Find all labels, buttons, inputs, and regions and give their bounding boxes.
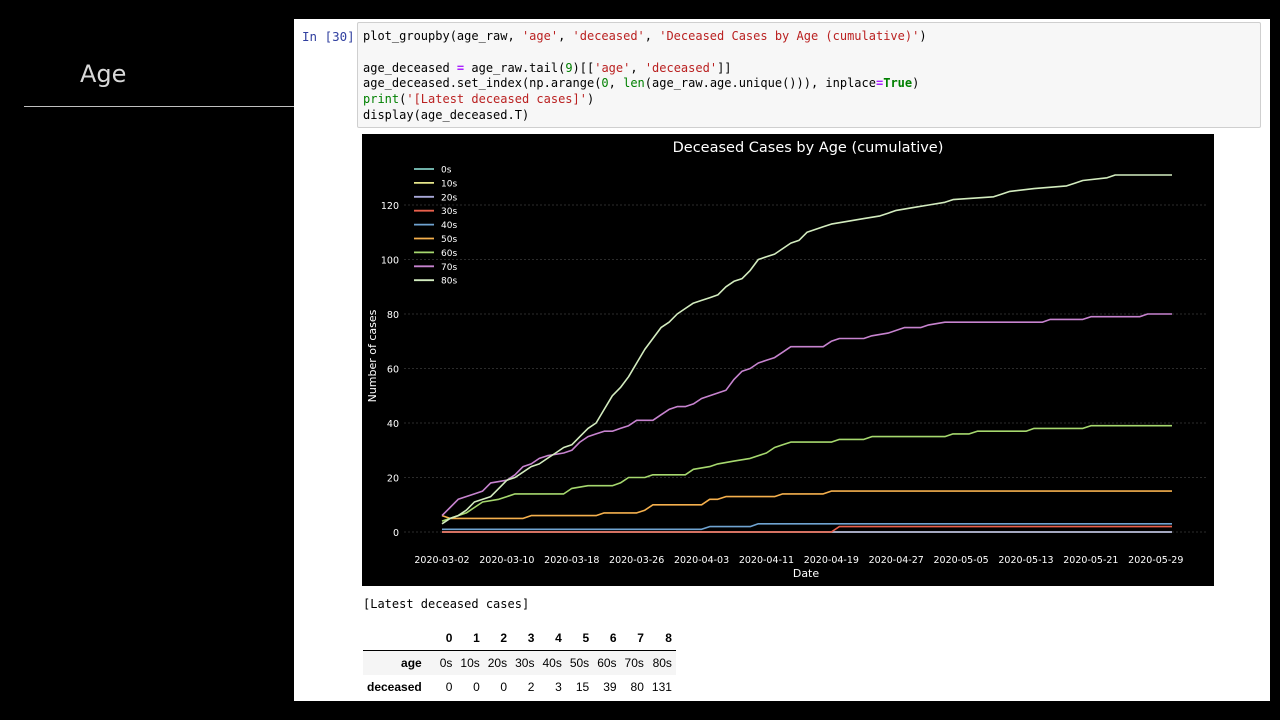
x-tick-label: 2020-04-19 bbox=[804, 555, 859, 566]
y-tick-label: 120 bbox=[381, 201, 399, 212]
table-cell: 3 bbox=[555, 680, 562, 694]
legend-label: 0s bbox=[441, 166, 452, 176]
column-header: 7 bbox=[620, 626, 648, 651]
table-row: deceased 0 0 0 2 3 15 39 80 131 bbox=[363, 675, 676, 699]
title-divider bbox=[24, 106, 294, 107]
series-line-70s bbox=[441, 313, 1172, 517]
y-tick-label: 80 bbox=[387, 310, 399, 321]
table-cell: 10s bbox=[460, 656, 480, 670]
code-line: age_deceased.set_index(np.arange(0, len(… bbox=[363, 76, 920, 91]
y-tick-label: 40 bbox=[387, 419, 399, 430]
notebook-cell: In [30]: plot_groupby(age_raw, 'age', 'd… bbox=[294, 19, 1270, 701]
series-line-30s bbox=[442, 525, 1172, 533]
y-axis-label: Number of cases bbox=[366, 309, 379, 402]
legend-label: 60s bbox=[441, 249, 457, 259]
x-tick-label: 2020-05-13 bbox=[998, 555, 1053, 566]
row-label: deceased bbox=[367, 680, 422, 694]
table-cell: 50s bbox=[569, 656, 590, 670]
x-tick-label: 2020-04-11 bbox=[739, 555, 794, 566]
table-cell: 70s bbox=[624, 656, 644, 670]
chart-title: Deceased Cases by Age (cumulative) bbox=[673, 140, 944, 156]
x-tick-label: 2020-04-27 bbox=[869, 555, 924, 566]
table-cell: 0s bbox=[439, 656, 453, 670]
x-tick-label: 2020-05-05 bbox=[934, 555, 989, 566]
table-cell: 0 bbox=[445, 680, 453, 694]
series-line-50s bbox=[441, 490, 1172, 520]
legend-label: 10s bbox=[441, 179, 457, 189]
column-header: 1 bbox=[456, 626, 484, 651]
input-prompt: In [30]: bbox=[302, 29, 363, 44]
code-line: plot_groupby(age_raw, 'age', 'deceased',… bbox=[363, 29, 927, 43]
x-tick-label: 2020-04-03 bbox=[674, 555, 729, 566]
legend-label: 20s bbox=[441, 193, 457, 203]
series-line-80s bbox=[441, 174, 1172, 525]
table-cell: 0 bbox=[473, 680, 480, 694]
table-cell: 80 bbox=[630, 680, 644, 694]
table-cell: 30s bbox=[515, 656, 535, 670]
legend-label: 70s bbox=[441, 263, 457, 273]
code-editor[interactable]: plot_groupby(age_raw, 'age', 'deceased',… bbox=[357, 22, 1261, 128]
code-line bbox=[363, 45, 1255, 61]
legend-label: 40s bbox=[441, 221, 457, 231]
column-header: 2 bbox=[483, 626, 512, 651]
x-tick-label: 2020-05-29 bbox=[1128, 555, 1183, 566]
chart-svg: Deceased Cases by Age (cumulative) Date … bbox=[366, 140, 1208, 580]
slide-title: Age bbox=[80, 60, 127, 88]
table-cell: 60s bbox=[597, 656, 617, 670]
column-header: 5 bbox=[565, 626, 594, 651]
table-cell: 2 bbox=[527, 680, 535, 694]
code-line: print('[Latest deceased cases]') bbox=[363, 92, 595, 107]
row-label: age bbox=[401, 656, 422, 670]
y-tick-label: 20 bbox=[387, 474, 399, 485]
x-tick-label: 2020-05-21 bbox=[1063, 555, 1118, 566]
legend-label: 50s bbox=[441, 235, 457, 245]
table-cell: 20s bbox=[487, 656, 508, 670]
series-line-40s bbox=[442, 523, 1172, 531]
column-header: 0 bbox=[435, 626, 457, 651]
table-cell: 15 bbox=[575, 680, 590, 694]
x-tick-label: 2020-03-02 bbox=[414, 555, 469, 566]
code-line: age_deceased = age_raw.tail(9)[['age', '… bbox=[363, 60, 732, 75]
y-tick-label: 100 bbox=[381, 256, 399, 267]
table-cell: 131 bbox=[651, 680, 672, 694]
table-cell: 80s bbox=[652, 656, 672, 670]
table-cell: 39 bbox=[603, 680, 617, 694]
legend-label: 80s bbox=[441, 277, 457, 287]
x-tick-label: 2020-03-10 bbox=[479, 555, 534, 566]
x-tick-label: 2020-03-18 bbox=[544, 555, 599, 566]
x-tick-label: 2020-03-26 bbox=[609, 555, 664, 566]
column-header: 3 bbox=[511, 626, 539, 651]
line-chart: Deceased Cases by Age (cumulative) Date … bbox=[362, 134, 1214, 586]
table-cell: 40s bbox=[542, 656, 562, 670]
table-cell: 0 bbox=[500, 680, 508, 694]
table-corner bbox=[363, 626, 436, 651]
y-tick-label: 60 bbox=[387, 365, 399, 376]
code-line: display(age_deceased.T) bbox=[363, 107, 530, 122]
column-header: 4 bbox=[538, 626, 566, 651]
x-axis-label: Date bbox=[793, 567, 820, 580]
legend-label: 30s bbox=[441, 207, 457, 217]
y-tick-label: 0 bbox=[393, 528, 399, 539]
series-line-60s bbox=[441, 424, 1172, 522]
table-row: age 0s 10s 20s 30s 40s 50s 60s 70s 80s bbox=[363, 650, 676, 675]
column-header: 8 bbox=[647, 626, 676, 651]
column-header: 6 bbox=[593, 626, 621, 651]
printed-output: [Latest deceased cases] bbox=[363, 597, 530, 611]
